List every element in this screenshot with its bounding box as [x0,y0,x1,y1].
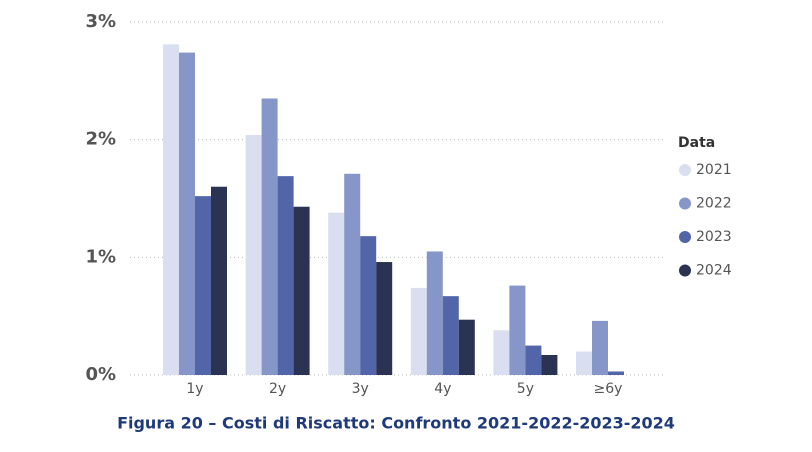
legend-marker [679,264,691,277]
legend-marker [679,231,691,243]
bar [277,176,294,375]
bar [179,52,195,376]
bar [360,236,377,375]
bar [608,371,624,375]
bar [163,44,179,376]
bar [195,196,211,375]
legend-marker [679,164,691,176]
legend-label: 2021 [696,162,732,178]
x-tick-label: 1y [186,381,203,397]
x-tick-label: 2y [269,381,286,397]
bar [211,186,227,375]
x-tick-label: 4y [434,381,451,397]
legend-label: 2024 [696,263,732,279]
legend-marker [679,197,691,210]
y-tick-label: 1% [85,246,116,267]
bar [376,262,393,375]
bar [245,134,262,375]
bar [410,287,427,375]
x-tick-label: ≥6y [594,381,623,397]
bar [261,98,278,375]
bar [525,345,542,375]
bar [458,319,475,375]
x-tick-label: 5y [517,381,534,397]
chart-title: Figura 20 – Costi di Riscatto: Confronto… [117,414,675,433]
bar [493,330,510,375]
bar [328,212,345,375]
bar [576,351,592,375]
bar [509,285,526,375]
bar [344,173,361,375]
bar [592,320,608,375]
y-tick-label: 2% [85,129,116,150]
legend-label: 2023 [696,229,732,245]
y-tick-label: 0% [85,364,116,385]
legend-title: Data [678,135,715,151]
legend-label: 2022 [696,196,732,212]
bar [442,296,459,375]
x-tick-label: 3y [352,381,369,397]
y-tick-label: 3% [85,11,116,32]
bar [426,251,443,375]
bar [541,354,558,375]
bar [293,206,310,375]
